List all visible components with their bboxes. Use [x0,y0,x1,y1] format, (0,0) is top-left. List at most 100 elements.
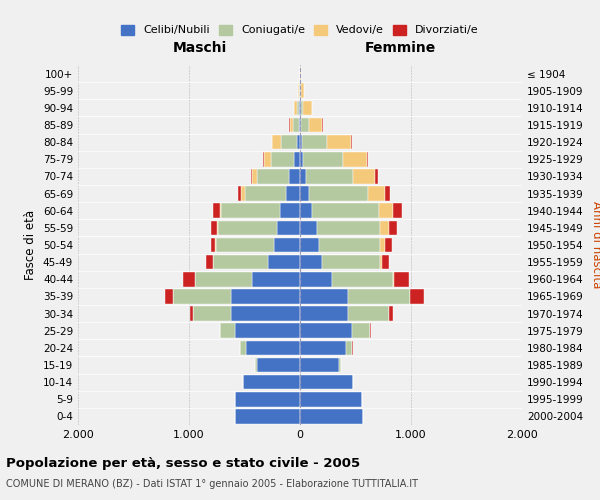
Bar [220,324,235,338]
Bar [305,169,353,184]
Bar [300,392,362,406]
Bar [290,118,293,132]
Bar [300,409,363,424]
Bar [240,340,245,355]
Bar [300,306,348,321]
Bar [346,340,352,355]
Bar [343,152,367,166]
Bar [393,204,402,218]
Bar [332,272,393,286]
Bar [252,169,257,184]
Bar [173,289,231,304]
Bar [235,409,300,424]
Bar [301,84,304,98]
Bar [300,152,304,166]
Bar [251,169,252,184]
Bar [367,152,368,166]
Bar [244,375,300,390]
Bar [326,135,351,150]
Bar [300,255,322,270]
Bar [298,84,299,98]
Bar [257,169,289,184]
Bar [280,204,300,218]
Bar [299,118,300,132]
Bar [368,186,385,201]
Bar [293,118,299,132]
Bar [235,392,300,406]
Bar [194,272,252,286]
Bar [300,272,332,286]
Bar [300,375,353,390]
Bar [348,306,389,321]
Bar [303,100,311,115]
Bar [380,255,382,270]
Bar [235,324,300,338]
Bar [272,135,281,150]
Text: Femmine: Femmine [364,40,436,54]
Bar [245,186,286,201]
Bar [309,118,322,132]
Bar [257,358,300,372]
Y-axis label: Fasce di età: Fasce di età [25,210,37,280]
Text: COMUNE DI MERANO (BZ) - Dati ISTAT 1° gennaio 2005 - Elaborazione TUTTITALIA.IT: COMUNE DI MERANO (BZ) - Dati ISTAT 1° ge… [6,479,418,489]
Bar [220,204,221,218]
Bar [295,100,297,115]
Bar [300,358,339,372]
Bar [380,220,389,235]
Bar [268,255,300,270]
Legend: Celibi/Nubili, Coniugati/e, Vedovi/e, Divorziati/e: Celibi/Nubili, Coniugati/e, Vedovi/e, Di… [117,20,483,40]
Bar [382,255,389,270]
Bar [393,272,394,286]
Bar [231,289,300,304]
Bar [252,272,300,286]
Bar [286,186,300,201]
Bar [317,220,380,235]
Bar [300,238,319,252]
Bar [274,238,300,252]
Bar [264,152,271,166]
Bar [296,135,300,150]
Bar [379,204,393,218]
Bar [190,306,193,321]
Bar [385,186,390,201]
Bar [352,324,370,338]
Bar [297,100,299,115]
Bar [255,358,257,372]
Bar [217,220,218,235]
Bar [271,152,294,166]
Y-axis label: Anni di nascita: Anni di nascita [590,202,600,288]
Bar [300,289,348,304]
Bar [309,186,368,201]
Bar [312,204,379,218]
Bar [370,324,371,338]
Bar [302,135,326,150]
Bar [238,186,241,201]
Bar [211,238,215,252]
Bar [385,238,392,252]
Bar [193,306,231,321]
Bar [300,340,346,355]
Bar [214,255,268,270]
Bar [231,306,300,321]
Bar [300,204,312,218]
Bar [211,220,217,235]
Bar [394,272,409,286]
Bar [410,289,424,304]
Bar [164,289,173,304]
Bar [389,220,397,235]
Bar [300,324,352,338]
Bar [241,186,245,201]
Bar [322,255,380,270]
Bar [339,358,341,372]
Bar [221,204,280,218]
Bar [348,289,410,304]
Bar [245,340,300,355]
Bar [277,220,300,235]
Bar [206,255,213,270]
Bar [304,152,343,166]
Bar [300,186,309,201]
Bar [351,135,352,150]
Bar [184,272,194,286]
Bar [380,238,385,252]
Bar [376,169,378,184]
